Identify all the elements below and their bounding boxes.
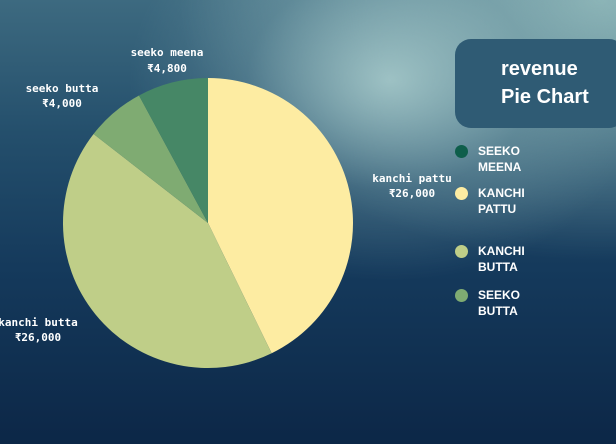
legend-item-kanchi-pattu: KANCHI PATTU bbox=[455, 185, 548, 217]
label-seeko-butta-name: seeko butta bbox=[26, 82, 99, 95]
label-kanchi-pattu-value: ₹26,000 bbox=[389, 187, 435, 200]
legend-swatch-kanchi-pattu bbox=[455, 187, 468, 200]
slice-kanchi-butta bbox=[62, 133, 272, 369]
slice-seeko-meena bbox=[138, 78, 208, 223]
pie-slices bbox=[62, 78, 354, 369]
label-seeko-meena-name: seeko meena bbox=[131, 46, 204, 59]
pie-labels: kanchi pattu ₹26,000 kanchi butta ₹26,00… bbox=[0, 46, 452, 344]
legend-label-seeko-butta: SEEKO BUTTA bbox=[478, 288, 521, 318]
legend-swatch-kanchi-butta bbox=[455, 245, 468, 258]
chart-title-box: revenue Pie Chart bbox=[455, 39, 616, 128]
slice-kanchi-pattu bbox=[208, 78, 354, 354]
legend-item-seeko-butta: SEEKO BUTTA bbox=[455, 287, 548, 319]
legend-label-kanchi-pattu: KANCHI PATTU bbox=[478, 186, 525, 216]
legend-label-seeko-meena: SEEKO MEENA bbox=[478, 144, 522, 174]
label-kanchi-pattu-name: kanchi pattu bbox=[372, 172, 451, 185]
legend-swatch-seeko-butta bbox=[455, 289, 468, 302]
label-seeko-meena-value: ₹4,800 bbox=[147, 62, 187, 75]
label-seeko-butta-value: ₹4,000 bbox=[42, 97, 82, 110]
legend-label-kanchi-butta: KANCHI BUTTA bbox=[478, 244, 525, 274]
legend-item-seeko-meena: SEEKO MEENA bbox=[455, 143, 548, 175]
chart-title-line1: revenue bbox=[501, 58, 578, 80]
label-kanchi-butta-name: kanchi butta bbox=[0, 316, 78, 329]
chart-title-line2: Pie Chart bbox=[501, 86, 589, 108]
slice-seeko-butta bbox=[93, 95, 208, 223]
legend-item-kanchi-butta: KANCHI BUTTA bbox=[455, 243, 548, 275]
legend-swatch-seeko-meena bbox=[455, 145, 468, 158]
label-kanchi-butta-value: ₹26,000 bbox=[15, 331, 61, 344]
